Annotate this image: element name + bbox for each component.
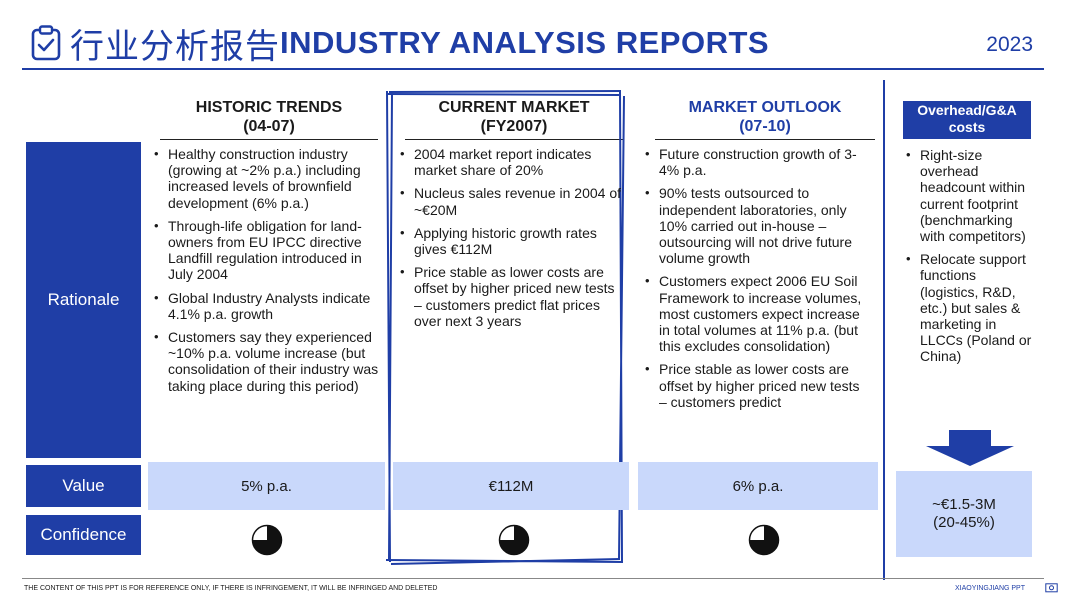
row-label-value: Value — [26, 465, 141, 507]
header-divider — [22, 68, 1044, 70]
footer-disclaimer: THE CONTENT OF THIS PPT IS FOR REFERENCE… — [24, 585, 438, 592]
list-item: Price stable as lower costs are offset b… — [643, 361, 871, 410]
confidence-pie-slice — [499, 525, 529, 555]
page-title: 行业分析报告 INDUSTRY ANALYSIS REPORTS — [30, 18, 769, 68]
value-overhead: ~€1.5-3M (20-45%) — [896, 471, 1032, 557]
column-subtitle: (04-07) — [243, 118, 295, 135]
confidence-pie-historic — [251, 524, 283, 556]
list-item: Relocate support functions (logistics, R… — [904, 251, 1034, 364]
list-item: 2004 market report indicates market shar… — [398, 146, 626, 178]
column-subtitle: (07-10) — [739, 118, 791, 135]
list-item: Through-life obligation for land-owners … — [152, 218, 382, 283]
list-item: Future construction growth of 3-4% p.a. — [643, 146, 871, 178]
title-english: INDUSTRY ANALYSIS REPORTS — [280, 25, 770, 60]
list-item: 90% tests outsourced to independent labo… — [643, 185, 871, 266]
list-item: Healthy construction industry (growing a… — [152, 146, 382, 211]
value-current: €112M — [393, 462, 629, 510]
clipboard-check-icon — [31, 25, 61, 61]
confidence-pie-outlook — [748, 524, 780, 556]
rationale-outlook-list: Future construction growth of 3-4% p.a. … — [643, 146, 871, 417]
list-item: Customers expect 2006 EU Soil Framework … — [643, 273, 871, 354]
list-item: Customers say they experienced ~10% p.a.… — [152, 329, 382, 394]
list-item: Price stable as lower costs are offset b… — [398, 264, 626, 329]
presentation-icon — [1045, 583, 1058, 593]
footer-divider — [22, 578, 1044, 579]
column-header-outlook: MARKET OUTLOOK (07-10) — [655, 98, 875, 140]
column-title: CURRENT MARKET — [438, 99, 590, 116]
column-header-historic: HISTORIC TRENDS (04-07) — [160, 98, 378, 140]
overhead-header: Overhead/G&A costs — [903, 101, 1031, 139]
list-item: Global Industry Analysts indicate 4.1% p… — [152, 290, 382, 322]
rationale-current-list: 2004 market report indicates market shar… — [398, 146, 626, 336]
list-item: Right-size overhead headcount within cur… — [904, 147, 1034, 244]
column-title: HISTORIC TRENDS — [195, 99, 343, 116]
value-historic: 5% p.a. — [148, 462, 385, 510]
list-item: Applying historic growth rates gives €11… — [398, 225, 626, 257]
overhead-list: Right-size overhead headcount within cur… — [904, 147, 1034, 372]
rationale-historic-list: Healthy construction industry (growing a… — [152, 146, 382, 401]
title-chinese: 行业分析报告 — [70, 26, 280, 67]
confidence-pie-current — [498, 524, 530, 556]
row-label-confidence: Confidence — [26, 515, 141, 555]
confidence-pie-slice — [749, 525, 779, 555]
value-outlook: 6% p.a. — [638, 462, 878, 510]
arrow-down-icon — [926, 430, 1014, 466]
column-title: MARKET OUTLOOK — [688, 99, 842, 116]
column-subtitle: (FY2007) — [480, 118, 548, 135]
row-label-rationale: Rationale — [26, 142, 141, 458]
footer-brand: XIAOYINGJIANG PPT — [954, 585, 1025, 592]
confidence-pie-slice — [252, 525, 282, 555]
year-label: 2023 — [986, 33, 1033, 56]
section-divider — [883, 80, 885, 580]
list-item: Nucleus sales revenue in 2004 of ~€20M — [398, 185, 626, 217]
column-header-current: CURRENT MARKET (FY2007) — [405, 98, 623, 140]
